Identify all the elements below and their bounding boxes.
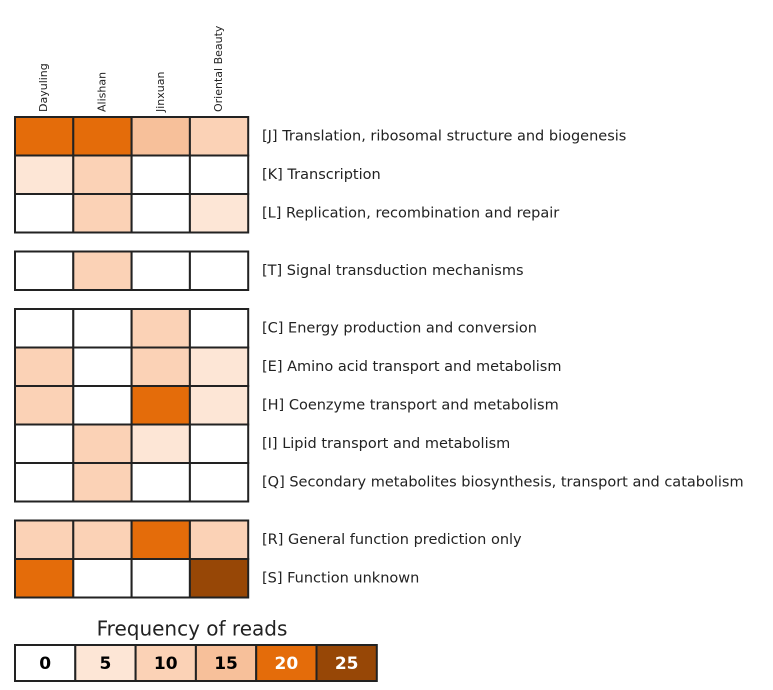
heat-cell (72, 462, 133, 503)
heat-cell (130, 462, 191, 503)
legend-label: 0 (39, 654, 51, 674)
heat-cell (130, 346, 191, 387)
heat-cell (72, 154, 133, 195)
row-label: [L] Replication, recombination and repai… (262, 205, 559, 221)
row-label: [R] General function prediction only (262, 532, 522, 548)
legend-color: #fde6d6 (103, 663, 108, 665)
legend-color: #974706 (344, 663, 349, 665)
legend-label: 15 (214, 654, 238, 674)
heat-cell (130, 385, 191, 426)
row-label: [H] Coenzyme transport and metabolism (262, 397, 559, 413)
legend-swatch (315, 644, 378, 682)
heat-cell (14, 519, 75, 560)
heat-cell (14, 423, 75, 464)
heat-cell (188, 116, 250, 157)
heat-cell (188, 346, 250, 387)
legend-label: 20 (275, 654, 299, 674)
legend-swatch (134, 644, 197, 682)
heat-cell (188, 519, 250, 560)
heat-cell (130, 558, 191, 599)
heat-cell (72, 423, 133, 464)
row-label: [C] Energy production and conversion (262, 320, 537, 336)
heat-cell (72, 250, 133, 291)
heat-cell (188, 558, 250, 599)
legend-swatch (74, 644, 137, 682)
heat-cell (14, 154, 75, 195)
row-label: [Q] Secondary metabolites biosynthesis, … (262, 474, 744, 490)
heat-cell (188, 250, 250, 291)
heat-cell (188, 308, 250, 349)
heat-cell (188, 462, 250, 503)
heat-cell (130, 423, 191, 464)
legend-label: 10 (154, 654, 178, 674)
column-label: Jinxuan (154, 72, 167, 113)
heat-cell (72, 346, 133, 387)
heat-cell (188, 154, 250, 195)
row-label: [S] Function unknown (262, 570, 419, 586)
heat-cell (130, 193, 191, 234)
legend-color: #e46c0a (284, 663, 289, 665)
heat-cell (72, 519, 133, 560)
row-label: [E] Amino acid transport and metabolism (262, 359, 561, 375)
heat-cell (188, 193, 250, 234)
heat-cell (72, 308, 133, 349)
heat-cell (72, 558, 133, 599)
row-label: [I] Lipid transport and metabolism (262, 436, 510, 452)
column-label: Dayuling (37, 63, 50, 112)
heat-cell (14, 346, 75, 387)
legend-color: #ffffff (44, 663, 47, 665)
legend-label: 5 (100, 654, 112, 674)
legend-label: 25 (335, 654, 359, 674)
heat-cell (130, 116, 191, 157)
heat-cell (14, 462, 75, 503)
heat-cell (14, 116, 75, 157)
heat-cell (130, 154, 191, 195)
legend-title: Frequency of reads (97, 617, 288, 641)
heat-cell (14, 193, 75, 234)
heat-cell (14, 385, 75, 426)
heat-cell (130, 519, 191, 560)
legend-color: #f7c09a (224, 663, 229, 665)
heat-cell (14, 308, 75, 349)
heat-cell (72, 193, 133, 234)
legend-swatch (14, 644, 77, 682)
heat-cell (188, 423, 250, 464)
heat-cell (14, 250, 75, 291)
heat-cell (14, 558, 75, 599)
row-label: [J] Translation, ribosomal structure and… (262, 128, 626, 144)
column-label: Oriental Beauty (212, 25, 225, 112)
column-label: Alishan (95, 72, 108, 112)
heat-cell (72, 385, 133, 426)
heat-cell (72, 116, 133, 157)
heat-cell (130, 308, 191, 349)
row-label: [K] Transcription (262, 167, 381, 183)
row-label: [T] Signal transduction mechanisms (262, 263, 524, 279)
legend-color: #fbd2b6 (164, 663, 169, 665)
heat-cell (130, 250, 191, 291)
heat-cell (188, 385, 250, 426)
